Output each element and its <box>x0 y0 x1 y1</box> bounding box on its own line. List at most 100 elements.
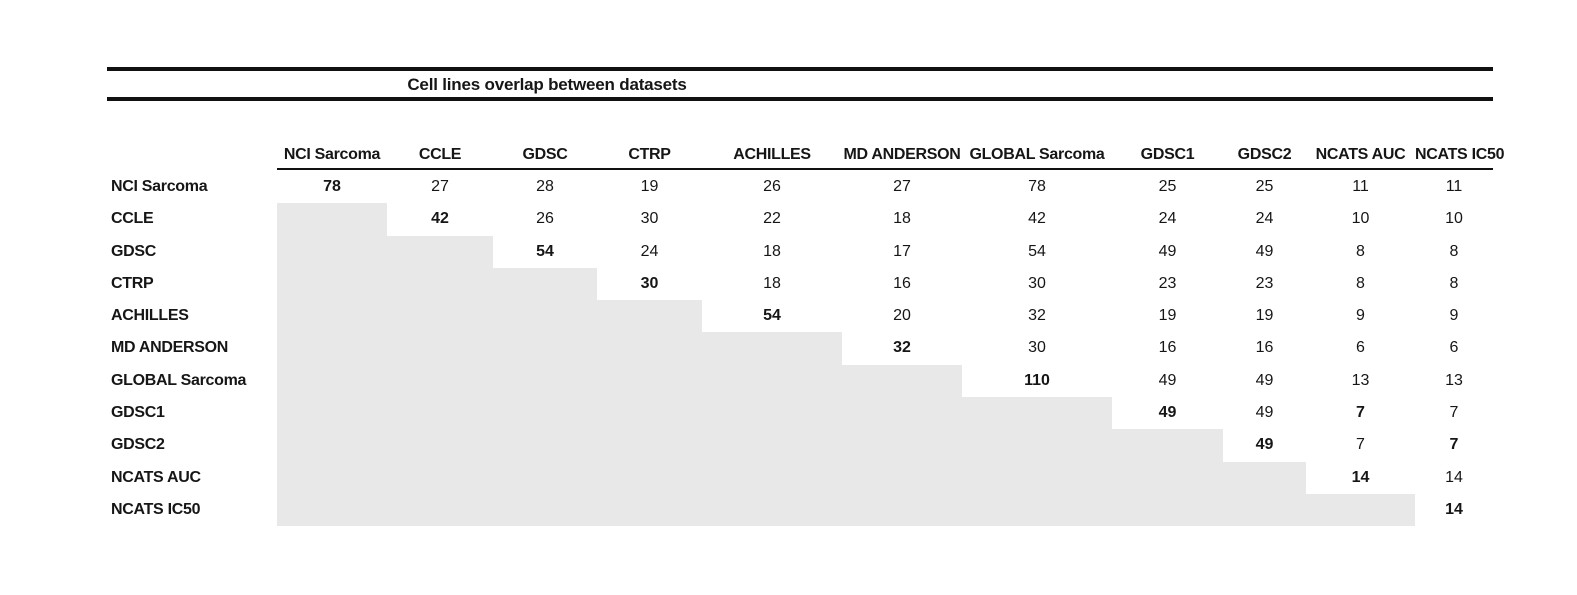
matrix-cell: 27 <box>893 178 911 195</box>
column-header: GDSC <box>522 146 568 163</box>
matrix-cell: 7 <box>1356 404 1365 422</box>
row-header: NCI Sarcoma <box>111 178 208 195</box>
matrix-cell-shaded <box>277 332 387 365</box>
matrix-cell-shaded <box>493 397 597 430</box>
matrix-cell: 19 <box>640 178 659 195</box>
matrix-cell-shaded <box>842 429 962 462</box>
matrix-cell: 7 <box>1356 436 1365 454</box>
column-header: GDSC1 <box>1140 146 1195 163</box>
column-header: NCATS IC50 <box>1415 146 1505 163</box>
column-header: GDSC2 <box>1237 146 1292 163</box>
matrix-cell-shaded <box>597 461 702 494</box>
matrix-cell-shaded <box>597 300 702 333</box>
table-top-rule <box>107 67 1493 71</box>
matrix-cell: 27 <box>431 178 449 195</box>
matrix-cell-shaded <box>962 429 1112 462</box>
matrix-cell: 18 <box>763 242 781 260</box>
matrix-cell: 10 <box>1351 210 1370 228</box>
matrix-cell: 30 <box>1028 274 1046 292</box>
overlap-matrix: NCI Sarcoma 78 27 28 19 26 27 78 25 25 11 11 CCLE 42 2… <box>107 171 1493 527</box>
row-header: CCLE <box>111 210 154 228</box>
column-header: ACHILLES <box>733 146 811 163</box>
column-header: NCATS AUC <box>1315 146 1406 163</box>
column-header-row: NCI Sarcoma CCLE GDSC CTRP ACHILLES MD ANDERS… <box>107 134 1505 166</box>
matrix-cell: 19 <box>1158 307 1177 325</box>
matrix-cell: 18 <box>763 274 781 292</box>
matrix-cell: 6 <box>1449 339 1459 357</box>
matrix-cell: 6 <box>1356 339 1365 357</box>
matrix-cell-shaded <box>842 493 962 527</box>
matrix-cell: 24 <box>1255 210 1274 228</box>
matrix-cell: 11 <box>1352 178 1369 195</box>
matrix-cell: 23 <box>1255 274 1274 292</box>
matrix-cell-shaded <box>277 397 387 430</box>
matrix-cell: 25 <box>1255 178 1274 195</box>
matrix-cell: 49 <box>1158 404 1177 422</box>
row-header: GDSC2 <box>111 436 165 454</box>
matrix-cell-shaded <box>962 493 1112 527</box>
column-header: NCI Sarcoma <box>283 146 381 163</box>
matrix-cell-shaded <box>842 397 962 430</box>
matrix-cell-shaded <box>277 203 387 236</box>
row-header: GDSC <box>111 242 157 260</box>
row-header: NCATS AUC <box>111 468 201 486</box>
matrix-cell: 16 <box>1158 339 1177 357</box>
matrix-cell: 9 <box>1356 307 1365 325</box>
matrix-cell: 24 <box>640 242 659 260</box>
column-header: MD ANDERSON <box>843 146 961 163</box>
table-title: Cell lines overlap between datasets <box>407 75 687 94</box>
matrix-cell-shaded <box>277 461 387 494</box>
matrix-cell-shaded <box>597 429 702 462</box>
row-header: GDSC1 <box>111 404 165 422</box>
matrix-cell-shaded <box>842 461 962 494</box>
matrix-cell: 26 <box>536 210 554 228</box>
matrix-cell: 18 <box>893 210 911 228</box>
matrix-cell-shaded <box>597 397 702 430</box>
matrix-cell-shaded <box>597 332 702 365</box>
matrix-cell-shaded <box>1223 493 1306 527</box>
matrix-cell-shaded <box>387 493 493 527</box>
matrix-cell: 23 <box>1158 274 1177 292</box>
matrix-cell: 54 <box>1028 242 1046 260</box>
row-header: GLOBAL Sarcoma <box>111 371 247 389</box>
matrix-cell: 32 <box>893 339 911 357</box>
matrix-cell: 10 <box>1445 210 1463 228</box>
matrix-cell: 8 <box>1449 274 1459 292</box>
matrix-cell-shaded <box>493 332 597 365</box>
matrix-cell: 19 <box>1255 307 1274 325</box>
matrix-cell: 30 <box>1028 339 1046 357</box>
matrix-cell: 49 <box>1255 404 1274 422</box>
matrix-cell-shaded <box>493 493 597 527</box>
matrix-cell: 8 <box>1356 274 1365 292</box>
matrix-cell: 14 <box>1445 468 1463 486</box>
matrix-cell-shaded <box>1112 493 1223 527</box>
row-header: NCATS IC50 <box>111 500 201 518</box>
matrix-cell-shaded <box>277 429 387 462</box>
matrix-cell: 42 <box>431 210 449 228</box>
matrix-cell: 9 <box>1449 307 1459 325</box>
matrix-cell-shaded <box>387 397 493 430</box>
column-header-rule <box>277 168 1493 170</box>
matrix-cell-shaded <box>387 364 493 398</box>
matrix-cell: 16 <box>1255 339 1274 357</box>
row-header: CTRP <box>111 274 154 292</box>
matrix-cell-shaded <box>962 397 1112 430</box>
matrix-cell: 49 <box>1255 436 1274 454</box>
matrix-cell-shaded <box>493 364 597 398</box>
matrix-cell-shaded <box>1112 461 1223 494</box>
matrix-cell-shaded <box>493 461 597 494</box>
matrix-cell-shaded <box>277 235 387 268</box>
matrix-cell: 14 <box>1351 468 1370 486</box>
matrix-cell: 13 <box>1351 371 1370 389</box>
matrix-cell: 22 <box>763 210 781 228</box>
matrix-cell-shaded <box>277 364 387 398</box>
matrix-cell: 54 <box>763 307 781 325</box>
matrix-cell: 7 <box>1449 404 1459 422</box>
matrix-cell: 49 <box>1158 371 1177 389</box>
matrix-cell: 13 <box>1445 371 1463 389</box>
matrix-cell-shaded <box>597 364 702 398</box>
matrix-cell: 49 <box>1158 242 1177 260</box>
matrix-cell-shaded <box>702 364 842 398</box>
matrix-cell: 14 <box>1445 500 1463 518</box>
